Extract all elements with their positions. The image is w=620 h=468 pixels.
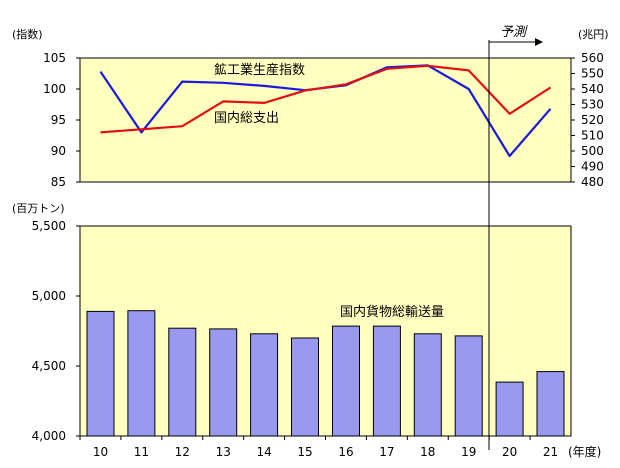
series-label-gdp: 国内総支出 [214,110,279,126]
x-tick-label-18: 18 [420,445,435,459]
forecast-arrow-head [535,38,543,46]
top-right-tick-label: 490 [581,160,604,174]
series-label-production-index: 鉱工業生産指数 [214,62,305,78]
x-tick-label-21: 21 [543,445,558,459]
bottom-tick-label: 5,000 [32,289,66,303]
top-left-tick-label: 105 [43,51,66,65]
bar-20 [495,381,524,437]
bottom-left-axis: 5,500 5,000 4,500 4,000 [32,219,80,443]
bar-18 [413,333,442,437]
bar-14 [250,333,279,437]
line-gross-domestic-expenditure [100,64,552,134]
line-series [99,64,552,158]
x-tick-label-20: 20 [502,445,517,459]
x-axis-unit: (年度) [568,444,601,459]
x-tick-label-14: 14 [256,445,271,459]
bar-17 [372,325,401,437]
bottom-tick-label: 4,500 [32,359,66,373]
x-tick-label-19: 19 [461,445,476,459]
top-right-tick-label: 530 [581,98,604,112]
x-axis-labels: 10 11 12 13 14 15 16 17 18 19 20 21 [79,436,558,459]
bar-13 [209,328,238,437]
bottom-left-unit: (百万トン) [12,202,65,215]
top-right-tick-label: 510 [581,129,604,143]
top-plot-area [79,57,572,183]
top-left-tick-label: 85 [51,175,66,189]
top-right-tick-label: 550 [581,67,604,81]
bottom-tick-label: 4,000 [32,429,66,443]
bar-15 [291,337,319,437]
bar-11 [127,310,156,437]
top-left-unit: (指数) [12,27,43,41]
x-tick-label-10: 10 [93,445,108,459]
top-left-tick-label: 100 [43,82,66,96]
bar-series [86,310,565,437]
top-left-tick-label: 95 [51,113,66,127]
top-right-unit: (兆円) [578,28,609,41]
top-right-tick-label: 540 [581,82,604,96]
bar-12 [168,327,197,437]
top-left-tick-label: 90 [51,144,66,158]
bar-16 [332,325,360,437]
series-label-freight: 国内貨物総輸送量 [340,304,444,320]
x-tick-label-13: 13 [216,445,231,459]
x-tick-label-12: 12 [175,445,190,459]
forecast-marker: 予測 [488,25,543,450]
bar-21 [536,371,565,437]
top-right-tick-label: 480 [581,175,604,189]
x-tick-label-17: 17 [379,445,394,459]
forecast-label: 予測 [500,25,528,40]
bar-19 [454,335,483,437]
bottom-tick-label: 5,500 [32,219,66,233]
x-tick-label-16: 16 [338,445,353,459]
x-tick-label-15: 15 [297,445,312,459]
bar-10 [86,310,115,437]
top-right-tick-label: 500 [581,144,604,158]
top-right-tick-label: 560 [581,51,604,65]
top-right-tick-label: 520 [581,113,604,127]
top-left-axis: 105 100 95 90 85 [43,51,80,189]
x-tick-label-11: 11 [134,445,149,459]
